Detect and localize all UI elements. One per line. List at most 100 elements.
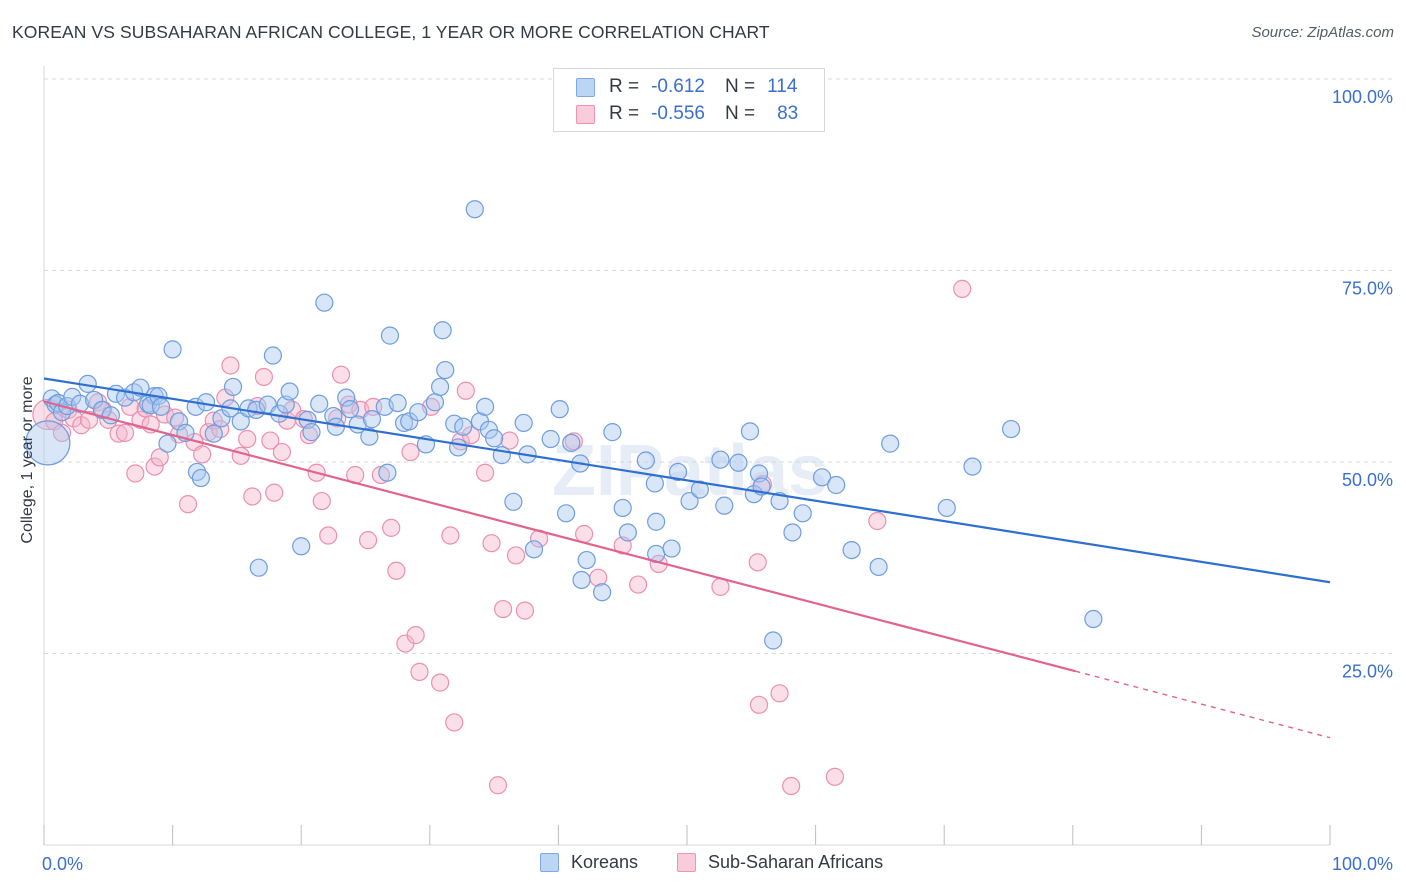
korean-point xyxy=(212,409,231,428)
korean-point xyxy=(647,512,666,531)
sub-saharan-point xyxy=(178,495,198,514)
sub-saharan-point xyxy=(782,776,801,796)
korean-point xyxy=(842,540,861,560)
korean-point xyxy=(85,390,104,410)
sub-saharan-point xyxy=(953,279,972,298)
sub-saharan-point xyxy=(868,511,887,531)
korean-point xyxy=(115,388,135,407)
sub-saharan-point xyxy=(575,524,594,544)
sub-saharan-point xyxy=(150,448,169,467)
sub-saharan-point xyxy=(445,713,464,732)
korean-point xyxy=(881,434,900,453)
sub-saharan-point xyxy=(231,446,250,465)
korean-point xyxy=(191,468,210,488)
korean-point xyxy=(572,570,591,590)
r-label: R = xyxy=(609,76,640,97)
korean-point xyxy=(715,496,734,515)
korean-point xyxy=(70,394,90,413)
sub-saharan-point xyxy=(261,431,280,450)
y-axis-label: College, 1 year or more xyxy=(19,376,36,544)
x-tick-label: 0.0% xyxy=(42,854,83,874)
sub-saharan-point xyxy=(254,367,274,387)
korean-point xyxy=(636,451,655,470)
legend-swatch-koreans xyxy=(576,77,595,97)
sub-saharan-point xyxy=(331,365,351,384)
sub-saharan-point xyxy=(265,483,284,502)
trend-line-solid xyxy=(43,400,1076,673)
sub-saharan-point xyxy=(109,424,128,443)
korean-point xyxy=(618,523,637,542)
korean-point xyxy=(433,321,452,340)
korean-point xyxy=(25,420,71,466)
y-tick-label: 50.0% xyxy=(1342,470,1393,490)
legend-label-sub-saharan: Sub-Saharan Africans xyxy=(708,852,884,872)
korean-point xyxy=(812,468,832,487)
korean-point xyxy=(280,382,299,401)
sub-saharan-point xyxy=(488,776,508,795)
watermark: ZIPatlas xyxy=(552,431,828,511)
korean-point xyxy=(337,388,356,407)
korean-point xyxy=(163,340,182,359)
sub-saharan-point xyxy=(121,397,140,416)
y-tick-label: 75.0% xyxy=(1342,279,1393,299)
korean-point xyxy=(378,463,397,482)
sub-saharan-point xyxy=(506,546,526,565)
legend-row-sub-saharan: R = -0.556 N = 83 xyxy=(576,102,798,126)
korean-point xyxy=(740,422,760,441)
korean-point xyxy=(1084,609,1103,629)
sub-saharan-point xyxy=(406,626,425,645)
legend-item-sub-saharan[interactable]: Sub-Saharan Africans xyxy=(677,852,883,873)
korean-point xyxy=(711,450,730,469)
korean-point xyxy=(425,393,445,412)
sub-saharan-point xyxy=(749,695,769,714)
y-tick-label: 25.0% xyxy=(1342,662,1393,682)
sub-saharan-point xyxy=(494,599,513,619)
korean-point xyxy=(310,394,329,413)
sub-saharan-point xyxy=(430,673,450,692)
korean-point xyxy=(729,453,748,472)
sub-saharan-point xyxy=(515,601,535,620)
sub-saharan-point xyxy=(221,356,240,375)
legend-item-koreans[interactable]: Koreans xyxy=(540,852,638,873)
korean-point xyxy=(388,393,407,413)
korean-point xyxy=(793,504,812,523)
korean-point xyxy=(550,400,569,419)
n-value: 114 xyxy=(767,76,798,97)
sub-saharan-point xyxy=(358,531,378,550)
sub-saharan-point xyxy=(79,410,99,429)
sub-saharan-point xyxy=(299,426,319,445)
legend-label-koreans: Koreans xyxy=(571,852,639,872)
sub-saharan-point xyxy=(401,442,420,462)
sub-saharan-point xyxy=(145,457,164,476)
korean-point xyxy=(524,540,544,559)
correlation-legend: R = -0.612 N = 114 R = -0.556 N = 83 xyxy=(553,68,825,132)
korean-point xyxy=(151,397,171,416)
korean-point xyxy=(603,423,622,442)
korean-point xyxy=(169,412,189,431)
korean-point xyxy=(541,429,560,449)
korean-point xyxy=(680,491,699,511)
korean-point xyxy=(448,438,468,457)
korean-point xyxy=(249,558,268,577)
trend-line xyxy=(43,377,1331,584)
korean-point xyxy=(158,434,177,453)
legend-swatch-sub-saharan xyxy=(677,853,696,872)
korean-point xyxy=(465,200,484,219)
sub-saharan-point xyxy=(382,518,401,537)
series-legend: Koreans Sub-Saharan Africans xyxy=(0,852,1406,876)
sub-saharan-point xyxy=(243,487,262,506)
korean-point xyxy=(436,360,455,380)
sub-saharan-point xyxy=(387,561,406,580)
korean-point xyxy=(783,523,802,542)
korean-point xyxy=(963,457,982,476)
sub-saharan-point xyxy=(131,410,150,429)
r-value: -0.556 xyxy=(651,103,705,124)
trend-lines xyxy=(43,377,1331,739)
r-label: R = xyxy=(609,103,640,124)
korean-point xyxy=(764,631,783,650)
axes xyxy=(43,825,1331,845)
sub-saharan-point xyxy=(475,463,495,482)
korean-point xyxy=(409,403,428,422)
sub-saharan-point xyxy=(770,684,789,703)
